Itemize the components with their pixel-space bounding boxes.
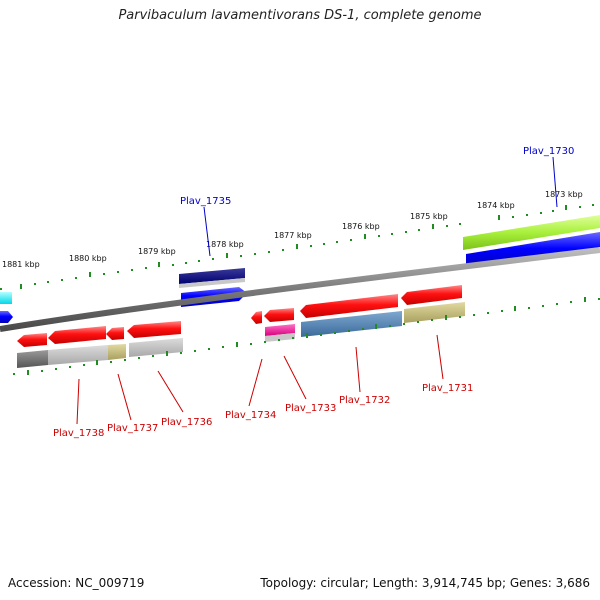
kbp-label-1873: 1873 kbp bbox=[545, 190, 583, 199]
gene-plav-1732[interactable] bbox=[300, 294, 398, 318]
kbp-label-1877: 1877 kbp bbox=[274, 231, 312, 240]
label-plav-1738[interactable]: Plav_1738 bbox=[53, 428, 104, 439]
kbp-scale-labels: 1881 kbp 1880 kbp 1879 kbp 1878 kbp 1877… bbox=[2, 190, 583, 269]
label-plav-1732[interactable]: Plav_1732 bbox=[339, 395, 390, 406]
label-plav-1731[interactable]: Plav_1731 bbox=[422, 383, 473, 394]
gene-blue-partial[interactable] bbox=[0, 311, 13, 323]
topology-text: Topology: circular; Length: 3,914,745 bp… bbox=[260, 576, 590, 590]
gene-plav-1737b[interactable] bbox=[106, 327, 124, 340]
label-plav-1736[interactable]: Plav_1736 bbox=[161, 417, 212, 428]
gene-plav-1736[interactable] bbox=[127, 321, 181, 338]
label-plav-1730[interactable]: Plav_1730 bbox=[523, 146, 574, 157]
kbp-label-1879: 1879 kbp bbox=[138, 247, 176, 256]
genome-title: Parvibaculum lavamentivorans DS-1, compl… bbox=[118, 8, 482, 23]
lower-scale-line bbox=[13, 297, 600, 375]
gene-plav-1733[interactable] bbox=[264, 308, 294, 322]
genome-backbone bbox=[0, 247, 600, 332]
gene-cyan-partial[interactable] bbox=[0, 292, 12, 304]
label-plav-1733[interactable]: Plav_1733 bbox=[285, 403, 336, 414]
label-plav-1735[interactable]: Plav_1735 bbox=[180, 196, 231, 207]
label-plav-1737[interactable]: Plav_1737 bbox=[107, 423, 158, 434]
upper-scale-line bbox=[0, 204, 594, 290]
kbp-label-1876: 1876 kbp bbox=[342, 222, 380, 231]
kbp-label-1878: 1878 kbp bbox=[206, 240, 244, 249]
gene-plav-1734[interactable] bbox=[251, 311, 262, 324]
kbp-label-1875: 1875 kbp bbox=[410, 212, 448, 221]
gene-plav-1730-green[interactable] bbox=[463, 215, 600, 250]
label-plav-1734[interactable]: Plav_1734 bbox=[225, 410, 276, 421]
kbp-label-1881: 1881 kbp bbox=[2, 260, 40, 269]
gene-plav-1731[interactable] bbox=[401, 285, 462, 305]
gene-plav-1735-top[interactable] bbox=[179, 268, 245, 284]
kbp-label-1874: 1874 kbp bbox=[477, 201, 515, 210]
bottom-gene-labels bbox=[76, 334, 444, 425]
accession-text: Accession: NC_009719 bbox=[8, 576, 145, 590]
gene-plav-1737a[interactable] bbox=[48, 326, 106, 344]
kbp-label-1880: 1880 kbp bbox=[69, 254, 107, 263]
reverse-strand-genes bbox=[17, 285, 465, 368]
top-gene-labels: Plav_1735 Plav_1730 bbox=[180, 146, 574, 257]
gene-plav-1738[interactable] bbox=[17, 333, 47, 347]
